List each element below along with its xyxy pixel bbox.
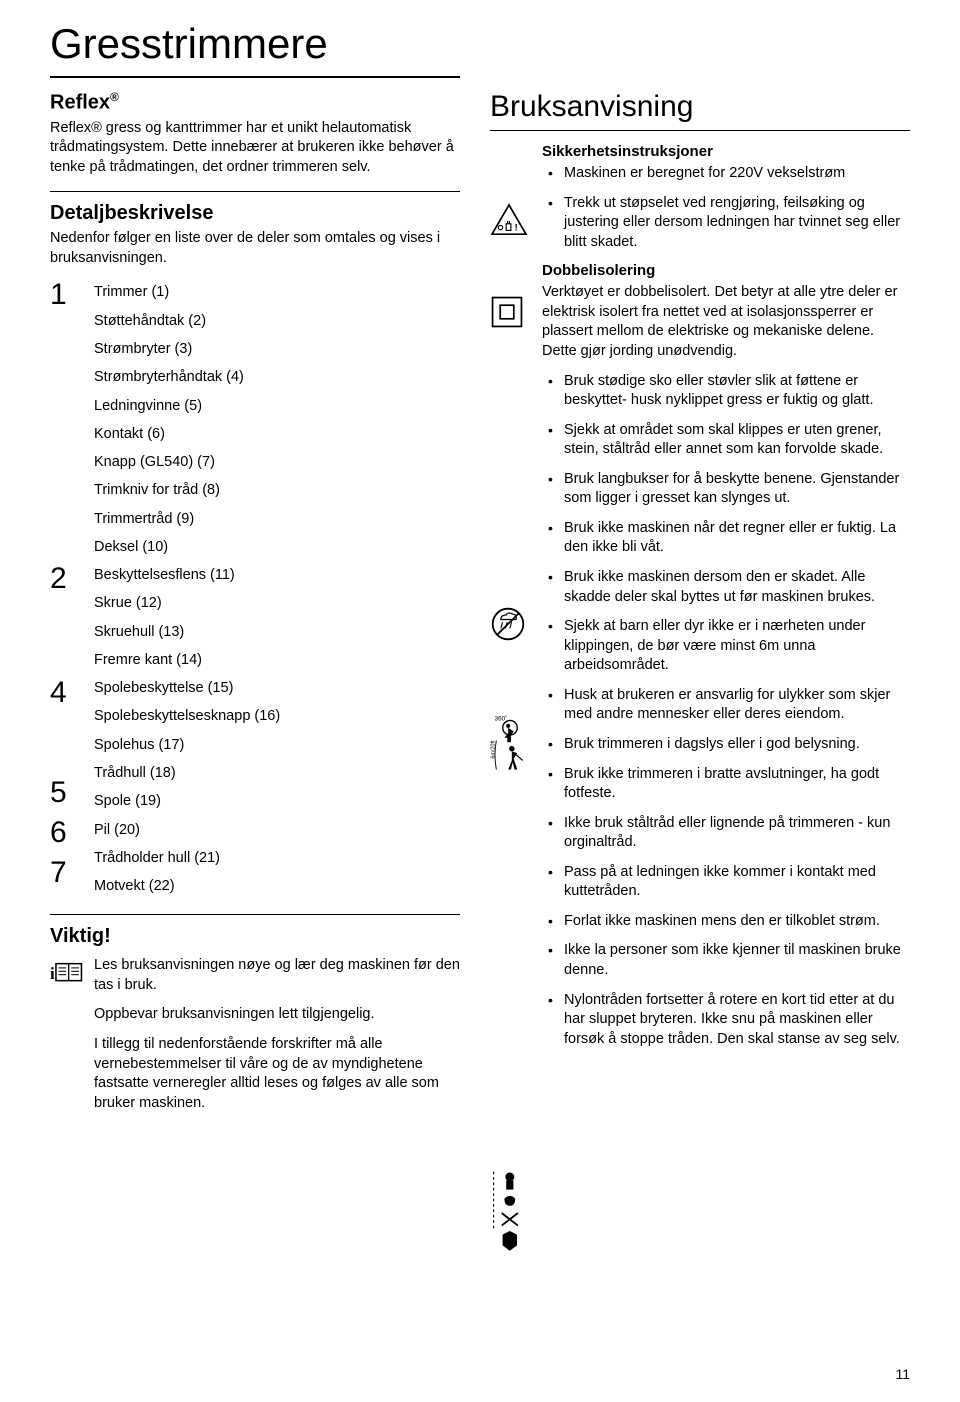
keep-distance-icon: 360˚ 6m/20ft [490,713,528,782]
part-item: Trimmer (1) [94,278,460,306]
svg-text:!: ! [515,222,518,233]
part-item: Spolebeskyttelse (15) [94,674,460,702]
right-column: Bruksanvisning ! [490,90,910,1123]
part-item: Trimmertråd (9) [94,505,460,533]
safety-item: Forlat ikke maskinen mens den er tilkobl… [542,912,910,932]
part-item: Spolebeskyttelsesknapp (16) [94,702,460,730]
divider [50,914,460,915]
parts-list: Trimmer (1)Støttehåndtak (2)Strømbryter … [94,278,460,900]
details-heading: Detaljbeskrivelse [50,202,460,225]
hazard-sequence-icon [490,1168,528,1263]
figure-number: 7 [50,856,67,890]
safety-section: ! [490,143,910,1059]
important-block: i Les bruksanvisningen nøye og lær deg m… [50,956,460,1123]
brand-heading: Reflex® [50,90,460,115]
safety-item: Pass på at ledningen ikke kommer i konta… [542,863,910,902]
important-heading: Viktig! [50,925,460,948]
safety-item: Ikke bruk ståltråd eller lignende på tri… [542,814,910,853]
important-para-2: Oppbevar bruksanvisningen lett tilgjenge… [94,1005,460,1025]
part-item: Strømbryter (3) [94,335,460,363]
safety-item: Sjekk at barn eller dyr ikke er i nærhet… [542,617,910,676]
no-rain-icon [490,606,528,647]
parts-section: 124567 Trimmer (1)Støttehåndtak (2)Strøm… [50,278,460,900]
safety-item: Bruk trimmeren i dagslys eller i god bel… [542,735,910,755]
part-item: Knapp (GL540) (7) [94,448,460,476]
important-text: Les bruksanvisningen nøye og lær deg mas… [94,956,460,1123]
figure-number: 5 [50,776,67,810]
safety-item: Bruk stødige sko eller støvler slik at f… [542,372,910,411]
part-item: Trimkniv for tråd (8) [94,476,460,504]
figure-number: 2 [50,562,67,596]
part-item: Ledningvinne (5) [94,392,460,420]
instructions-heading: Bruksanvisning [490,90,910,131]
part-item: Spolehus (17) [94,731,460,759]
plug-warning-icon: ! [490,203,528,242]
manual-icon: i [50,960,84,991]
details-paragraph: Nedenfor følger en liste over de deler s… [50,229,460,268]
safety-item: Sjekk at området som skal klippes er ute… [542,421,910,460]
divider [50,191,460,192]
safety-icon-column: ! [490,143,530,1059]
safety-item: Trekk ut støpselet ved rengjøring, feils… [542,194,910,253]
safety-item: Husk at brukeren er ansvarlig for ulykke… [542,686,910,725]
part-item: Motvekt (22) [94,872,460,900]
part-item: Skruehull (13) [94,618,460,646]
figure-number: 1 [50,278,67,312]
left-column: Reflex® Reflex® gress og kanttrimmer har… [50,90,460,1123]
part-item: Trådholder hull (21) [94,844,460,872]
intro-paragraph: Reflex® gress og kanttrimmer har et unik… [50,119,460,178]
safety-list-2: Bruk stødige sko eller støvler slik at f… [542,372,910,1050]
brand-name: Reflex [50,92,110,114]
part-item: Skrue (12) [94,589,460,617]
safety-item: Bruk ikke trimmeren i bratte avslutninge… [542,765,910,804]
page-number: 11 [895,1366,910,1382]
part-item: Spole (19) [94,787,460,815]
svg-text:i: i [50,964,55,983]
double-insulation-icon [490,295,528,334]
safety-heading: Sikkerhetsinstruksjoner [542,143,910,160]
part-item: Trådhull (18) [94,759,460,787]
safety-item: Bruk langbukser for å beskytte benene. G… [542,470,910,509]
part-item: Strømbryterhåndtak (4) [94,363,460,391]
angle-label: 360˚ [495,714,508,722]
page-title: Gresstrimmere [50,20,460,78]
safety-item: Bruk ikke maskinen dersom den er skadet.… [542,568,910,607]
double-insulation-paragraph: Verktøyet er dobbelisolert. Det betyr at… [542,283,910,361]
figure-number: 4 [50,676,67,710]
part-item: Deksel (10) [94,533,460,561]
part-item: Støttehåndtak (2) [94,307,460,335]
two-column-layout: Reflex® Reflex® gress og kanttrimmer har… [50,90,910,1123]
safety-text-column: Sikkerhetsinstruksjoner Maskinen er bere… [542,143,910,1059]
safety-list-1: Maskinen er beregnet for 220V vekselstrø… [542,164,910,252]
safety-item: Ikke la personer som ikke kjenner til ma… [542,941,910,980]
important-para-1: Les bruksanvisningen nøye og lær deg mas… [94,956,460,995]
important-para-3: I tillegg til nedenforstående forskrifte… [94,1035,460,1113]
part-item: Kontakt (6) [94,420,460,448]
part-item: Beskyttelsesflens (11) [94,561,460,589]
part-item: Fremre kant (14) [94,646,460,674]
registered-symbol: ® [110,90,119,104]
double-insulation-heading: Dobbelisolering [542,262,910,279]
safety-item: Bruk ikke maskinen når det regner eller … [542,519,910,558]
safety-item: Maskinen er beregnet for 220V vekselstrø… [542,164,910,184]
part-item: Pil (20) [94,816,460,844]
safety-item: Nylontråden fortsetter å rotere en kort … [542,991,910,1050]
figure-number: 6 [50,816,67,850]
